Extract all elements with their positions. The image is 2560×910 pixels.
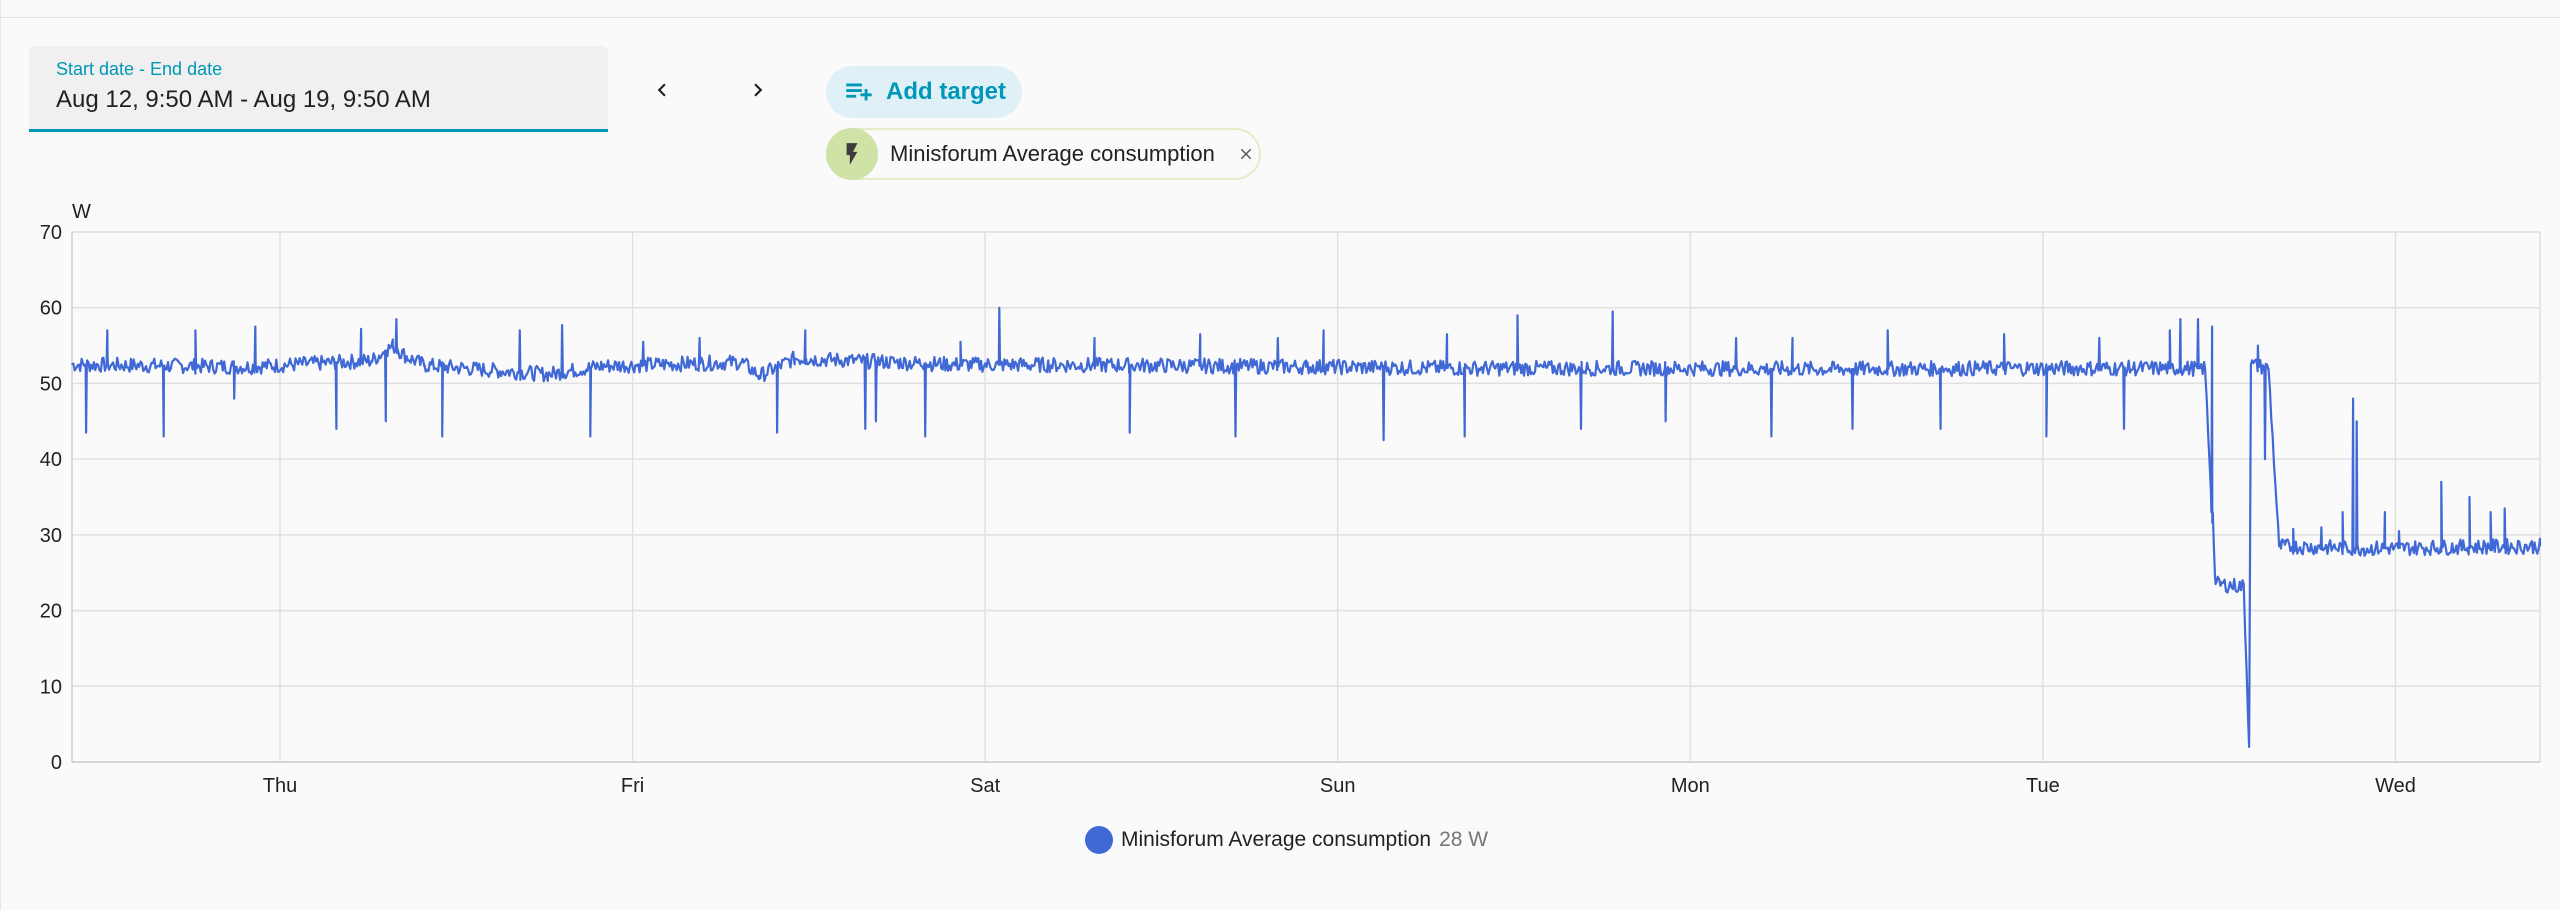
date-range-label: Start date - End date <box>56 59 223 79</box>
date-range-value[interactable]: Aug 12, 9:50 AM - Aug 19, 9:50 AM <box>56 86 431 113</box>
x-tick-label: Mon <box>1671 775 1710 797</box>
flash-icon <box>846 143 858 165</box>
remove-target-button[interactable] <box>1233 140 1259 168</box>
previous-period-button[interactable] <box>636 64 688 116</box>
x-tick-label: Sun <box>1320 775 1356 797</box>
chevron-right-icon <box>754 83 763 97</box>
y-axis-unit: W <box>72 201 91 223</box>
x-tick-label: Thu <box>263 775 297 797</box>
top-app-bar <box>0 0 2560 18</box>
chip-avatar <box>826 128 878 180</box>
target-chip[interactable]: Minisforum Average consumption <box>826 128 1261 180</box>
y-tick-label: 60 <box>40 298 62 320</box>
add-target-button[interactable]: Add target <box>826 66 1022 118</box>
legend-series-value: 28 W <box>1439 828 1489 851</box>
legend-series-name: Minisforum Average consumption <box>1121 828 1432 851</box>
x-tick-label: Fri <box>621 775 644 797</box>
y-tick-label: 40 <box>40 449 62 471</box>
date-range-field[interactable]: Start date - End date Aug 12, 9:50 AM - … <box>29 46 608 132</box>
chip-label: Minisforum Average consumption <box>890 141 1215 166</box>
y-tick-label: 10 <box>40 676 62 698</box>
add-target-label: Add target <box>886 78 1006 105</box>
x-tick-label: Wed <box>2375 775 2416 797</box>
close-icon <box>1240 148 1252 160</box>
chart-legend-item[interactable]: Minisforum Average consumption 28 W <box>1085 825 1488 855</box>
y-tick-label: 0 <box>51 752 62 774</box>
y-tick-label: 30 <box>40 525 62 547</box>
x-tick-label: Sat <box>970 775 1000 797</box>
next-period-button[interactable] <box>732 64 784 116</box>
x-tick-label: Tue <box>2026 775 2060 797</box>
y-tick-label: 50 <box>40 373 62 395</box>
power-chart: 0 10 20 30 40 50 60 70 Thu Fri Sat Sun Mon Tue Wed W <box>40 201 2542 797</box>
playlist-plus-icon <box>846 83 872 101</box>
chevron-left-icon <box>657 83 666 97</box>
legend-color-swatch <box>1085 826 1113 854</box>
y-tick-label: 20 <box>40 601 62 623</box>
series-line <box>70 306 2542 748</box>
y-tick-label: 70 <box>40 222 62 244</box>
left-divider <box>0 0 1 910</box>
